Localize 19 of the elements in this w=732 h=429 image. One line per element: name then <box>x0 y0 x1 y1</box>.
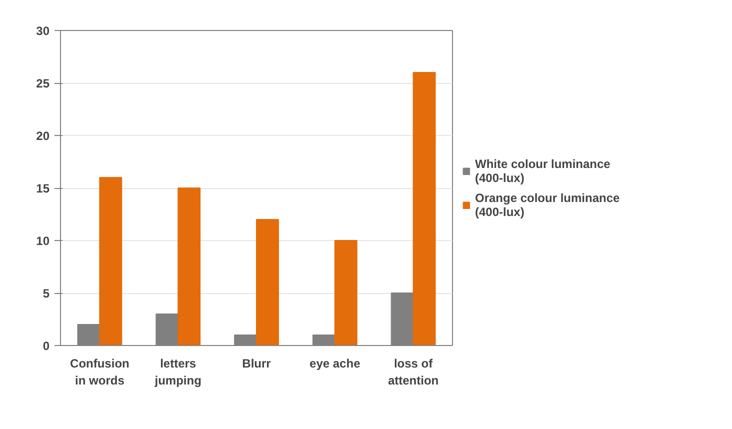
x-tick-label: letters jumping <box>154 356 202 388</box>
bar <box>334 240 358 346</box>
x-tick-label: eye ache <box>310 356 361 370</box>
legend-label: White colour luminance (400-lux) <box>475 156 610 184</box>
x-tick-label: Confusion in words <box>70 356 130 388</box>
legend-label: Orange colour luminance (400-lux) <box>475 190 620 218</box>
bar <box>412 72 436 346</box>
x-tick-label: Blurr <box>242 356 272 370</box>
y-tick-label: 10 <box>36 234 50 248</box>
bar <box>256 219 279 346</box>
y-tick-label: 0 <box>42 339 50 353</box>
y-tick-label: 25 <box>36 76 50 90</box>
y-tick-label: 20 <box>36 129 50 143</box>
y-tick-label: 30 <box>36 24 50 38</box>
y-tick-label: 15 <box>36 182 50 196</box>
x-tick-label: loss of attention <box>388 356 439 388</box>
y-tick-label: 5 <box>42 286 50 300</box>
bar <box>99 177 122 346</box>
bar <box>178 188 201 346</box>
